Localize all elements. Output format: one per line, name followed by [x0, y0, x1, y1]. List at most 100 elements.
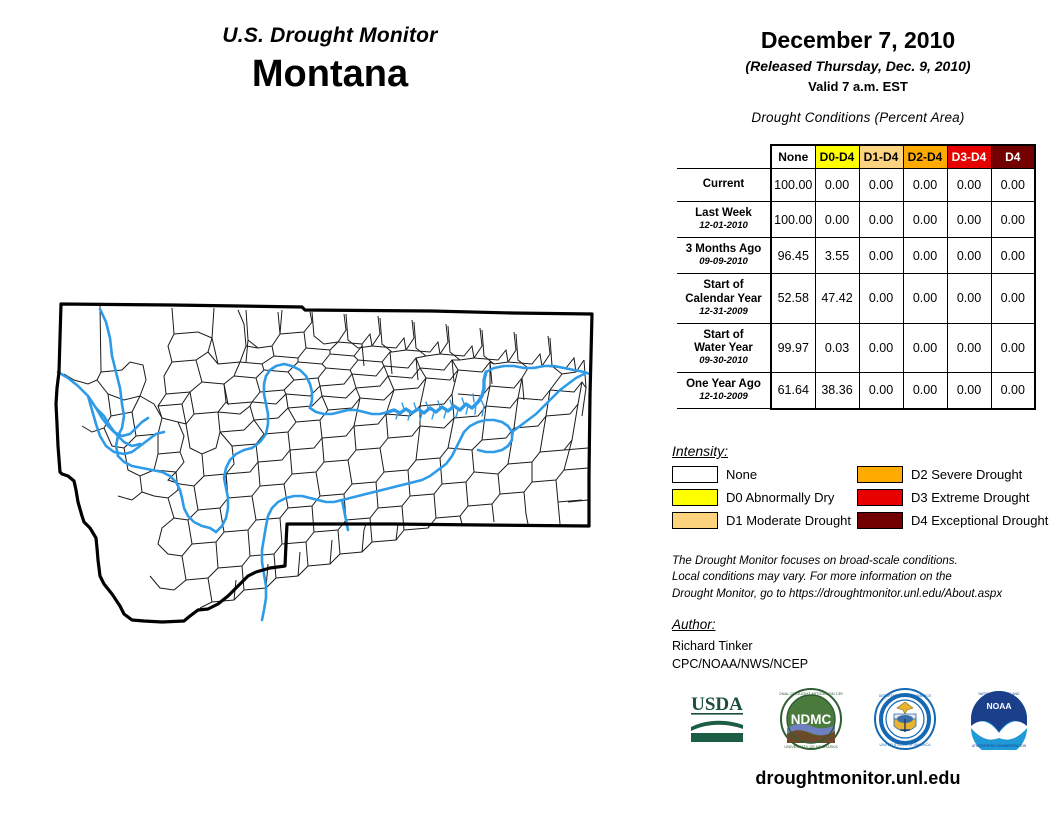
data-cell: 0.00 [946, 237, 992, 275]
data-cell: 96.45 [770, 237, 816, 275]
county-boundaries [63, 305, 590, 609]
svg-text:UNIVERSITY OF NEBRASKA: UNIVERSITY OF NEBRASKA [784, 744, 838, 749]
logo-row: USDA NDMC NATIONAL DROUGHT MITIGATION CE… [660, 688, 1056, 750]
table-row: Start of Calendar Year 12-31-2009 52.58 47.4… [677, 273, 1036, 324]
commerce-seal[interactable]: DEPARTMENT OF COMMERCE UNITED STATES OF … [873, 688, 937, 750]
data-cell: 0.00 [858, 371, 904, 410]
legend-label: None [726, 467, 758, 482]
row-label: One Year Ago 12-10-2009 [677, 371, 772, 410]
table-row: Start of Water Year 09-30-2010 99.97 0.03 0.0… [677, 322, 1036, 374]
data-cell: 38.36 [814, 371, 860, 410]
data-cell: 0.00 [946, 168, 992, 202]
author-label: Author: [672, 617, 716, 632]
row-label-date: 12-10-2009 [699, 391, 748, 403]
legend-label: D0 Abnormally Dry [726, 490, 835, 505]
legend-swatch [857, 466, 903, 483]
released-on: (Released Thursday, Dec. 9, 2010) [745, 58, 971, 75]
row-label-date: 12-01-2010 [699, 220, 748, 232]
montana-drought-map[interactable] [12, 276, 652, 636]
data-cell: 99.97 [770, 322, 816, 374]
author-block: Author: Richard Tinker CPC/NOAA/NWS/NCEP [672, 617, 1056, 673]
data-cell: 0.00 [858, 322, 904, 374]
row-label: Current [677, 168, 772, 202]
disclaimer-line-3[interactable]: Drought Monitor, go to https://droughtmo… [672, 587, 1003, 600]
noaa-logo[interactable]: NOAA NATIONAL OCEANIC AND ATMOSPHERIC AD… [967, 688, 1031, 750]
row-label-date: 09-09-2010 [699, 256, 748, 268]
data-cell: 100.00 [770, 168, 816, 202]
data-cell: 0.00 [902, 200, 948, 239]
column-header-none: None [770, 144, 816, 169]
rivers-layer [56, 307, 592, 622]
data-cell: 0.00 [858, 237, 904, 275]
author-affiliation: CPC/NOAA/NWS/NCEP [672, 657, 809, 672]
data-cell: 0.00 [990, 322, 1036, 374]
column-header-d1-d4: D1-D4 [858, 144, 904, 169]
release-date: December 7, 2010 [760, 27, 956, 53]
row-label-text: Last Week [695, 207, 752, 219]
legend-swatch [672, 489, 718, 506]
svg-text:ATMOSPHERIC ADMINISTRATION: ATMOSPHERIC ADMINISTRATION [972, 744, 1027, 748]
legend-item-d0: D0 Abnormally Dry [672, 489, 857, 506]
legend-label: D1 Moderate Drought [726, 513, 852, 528]
data-cell: 0.00 [902, 237, 948, 275]
site-url[interactable]: droughtmonitor.unl.edu [755, 768, 961, 788]
usda-logo[interactable]: USDA [685, 688, 749, 750]
data-cell: 0.00 [902, 168, 948, 202]
valid-time: Valid 7 a.m. EST [808, 79, 908, 95]
row-label-date: 12-31-2009 [699, 305, 748, 317]
column-header-d3-d4: D3-D4 [946, 144, 992, 169]
intensity-legend-title: Intensity: [672, 443, 729, 459]
svg-text:NATIONAL DROUGHT MITIGATION CE: NATIONAL DROUGHT MITIGATION CENTER [779, 691, 843, 696]
svg-text:NOAA: NOAA [986, 701, 1011, 711]
legend-item-d4: D4 Exceptional Drought [857, 512, 1052, 529]
data-cell: 0.00 [858, 273, 904, 324]
legend-item-d2: D2 Severe Drought [857, 466, 1052, 483]
data-cell: 0.00 [946, 322, 992, 374]
data-cell: 0.03 [814, 322, 860, 374]
data-cell: 0.00 [858, 200, 904, 239]
data-cell: 0.00 [946, 273, 992, 324]
data-cell: 0.00 [902, 371, 948, 410]
state-title: Montana [251, 53, 409, 96]
table-body: Current 100.00 0.00 0.00 0.00 0.00 0.00 Last We… [677, 168, 1036, 410]
author-name: Richard Tinker [672, 639, 753, 653]
row-label-text: One Year Ago [686, 378, 761, 390]
legend-label: D2 Severe Drought [911, 467, 1023, 482]
table-corner-cell [677, 145, 771, 169]
data-cell: 61.64 [770, 371, 816, 410]
data-cell: 0.00 [814, 200, 860, 239]
data-cell: 0.00 [946, 200, 992, 239]
table-header-row: None D0-D4 D1-D4 D2-D4 D3-D4 D4 [677, 144, 1036, 169]
column-header-d4: D4 [990, 144, 1036, 169]
row-label: 3 Months Ago 09-09-2010 [677, 237, 772, 275]
svg-text:NATIONAL OCEANIC AND: NATIONAL OCEANIC AND [979, 692, 1020, 696]
svg-text:USDA: USDA [691, 694, 743, 715]
legend-item-d1: D1 Moderate Drought [672, 512, 857, 529]
row-label-text: 3 Months Ago [685, 243, 762, 256]
row-label-text: Start of Water Year [694, 328, 753, 354]
row-label-text: Current [702, 178, 745, 191]
data-cell: 47.42 [814, 273, 860, 324]
drought-conditions-table: None D0-D4 D1-D4 D2-D4 D3-D4 D4 Current 100.00… [677, 144, 1036, 410]
legend-item-d3: D3 Extreme Drought [857, 489, 1052, 506]
disclaimer-text: The Drought Monitor focuses on broad-sca… [672, 553, 1056, 602]
data-cell: 0.00 [990, 371, 1036, 410]
svg-text:UNITED STATES OF AMERICA: UNITED STATES OF AMERICA [880, 743, 932, 747]
data-cell: 0.00 [814, 168, 860, 202]
row-label: Start of Calendar Year 12-31-2009 [677, 273, 772, 324]
data-cell: 3.55 [814, 237, 860, 275]
page-title: U.S. Drought Monitor [222, 24, 438, 47]
legend-swatch [857, 512, 903, 529]
ndmc-logo[interactable]: NDMC NATIONAL DROUGHT MITIGATION CENTER … [779, 688, 843, 750]
legend-label: D3 Extreme Drought [911, 490, 1030, 505]
legend-swatch [672, 466, 718, 483]
legend-label: D4 Exceptional Drought [911, 513, 1049, 528]
data-cell: 0.00 [990, 237, 1036, 275]
title-block: U.S. Drought Monitor Montana [0, 24, 660, 97]
column-header-d2-d4: D2-D4 [902, 144, 948, 169]
state-outline [54, 302, 594, 624]
data-cell: 0.00 [902, 322, 948, 374]
table-row: Last Week 12-01-2010 100.00 0.00 0.00 0.00 0.0… [677, 200, 1036, 239]
legend-item-none: None [672, 466, 857, 483]
data-cell: 0.00 [946, 371, 992, 410]
